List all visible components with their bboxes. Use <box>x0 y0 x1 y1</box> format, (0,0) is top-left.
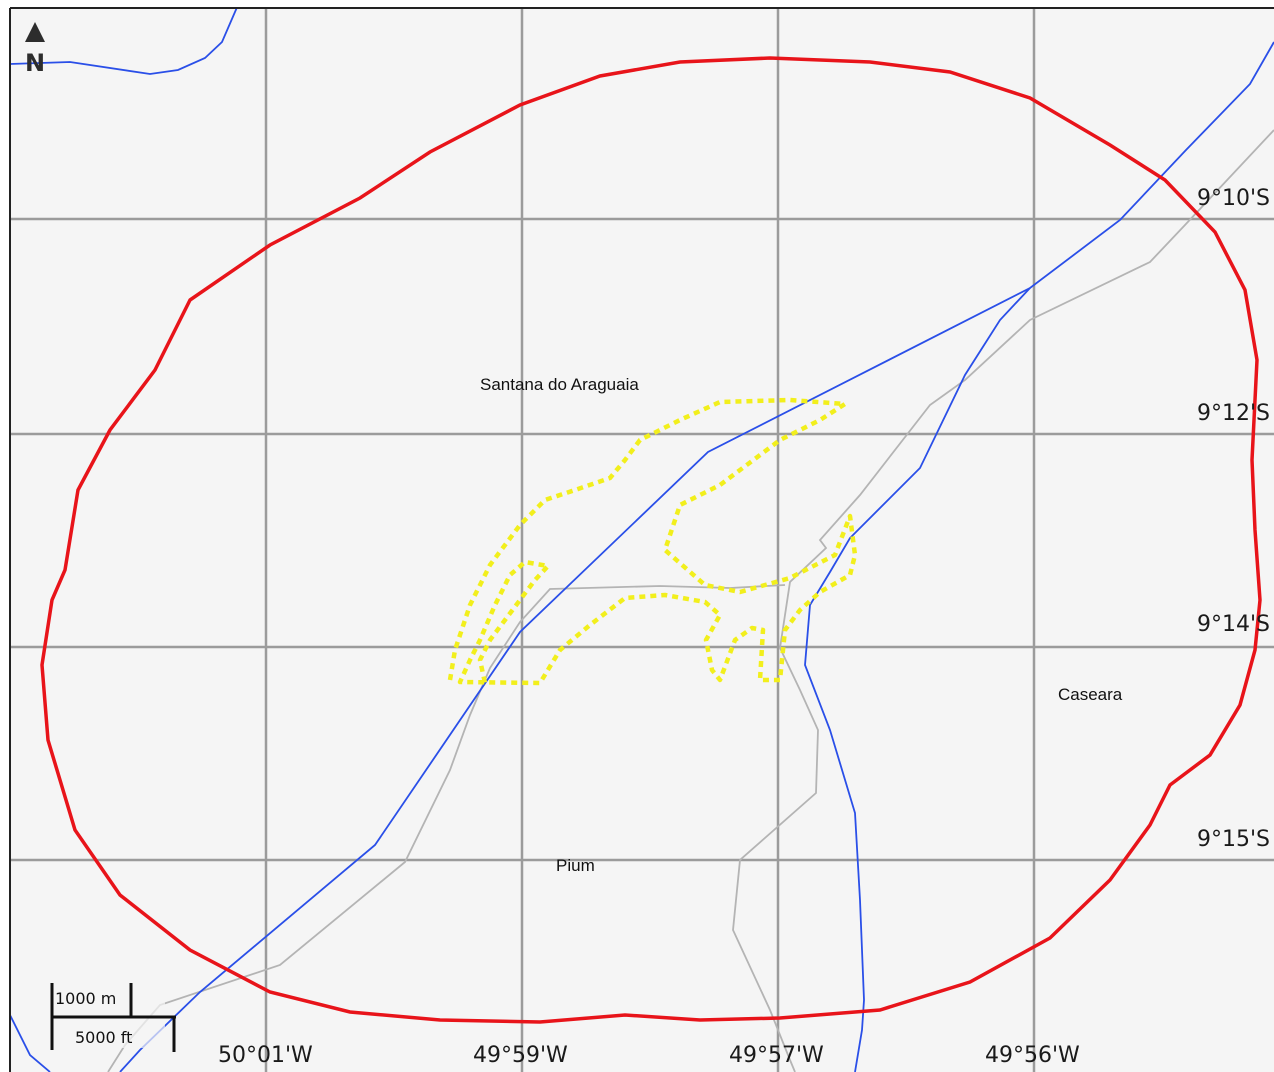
frame-left <box>0 0 10 1072</box>
scale-bar: 1000 m 5000 ft <box>50 983 176 1052</box>
lat-label: 9°10'S <box>1197 186 1270 211</box>
lon-label: 49°57'W <box>729 1043 824 1068</box>
lon-label: 49°59'W <box>473 1043 568 1068</box>
lon-label: 49°56'W <box>985 1043 1080 1068</box>
flight-track <box>447 397 858 686</box>
road-line <box>732 129 1274 1072</box>
scale-label-metric: 1000 m <box>55 989 116 1008</box>
place-label-caseara: Caseara <box>1058 685 1123 704</box>
river-line <box>9 1014 51 1072</box>
rivers <box>9 4 1274 1072</box>
north-arrow-label: N <box>25 49 45 77</box>
lat-label: 9°12'S <box>1197 401 1270 426</box>
frame-top <box>0 0 1274 8</box>
place-label-pium: Pium <box>556 856 595 875</box>
lat-label: 9°15'S <box>1197 827 1270 852</box>
north-arrow-triangle <box>25 22 45 42</box>
river-line <box>804 287 1031 1072</box>
river-line <box>9 4 239 75</box>
scale-label-imperial: 5000 ft <box>75 1028 132 1047</box>
north-arrow-icon: N <box>25 22 45 77</box>
river-line <box>119 41 1274 1072</box>
track-path <box>447 397 858 686</box>
area-boundary[interactable] <box>40 56 1262 1024</box>
lat-label: 9°14'S <box>1197 612 1270 637</box>
place-label-santana: Santana do Araguaia <box>480 375 639 394</box>
lon-label: 50°01'W <box>218 1043 313 1068</box>
